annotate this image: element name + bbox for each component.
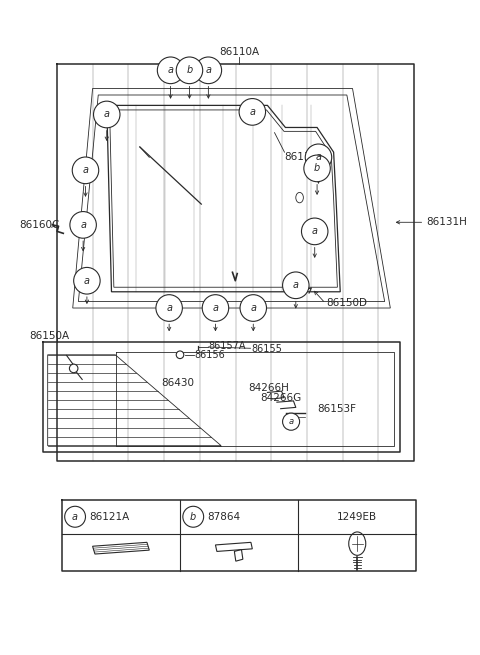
Text: 86150A: 86150A — [29, 331, 69, 341]
Text: 86430: 86430 — [161, 378, 194, 388]
Text: 86150D: 86150D — [326, 299, 368, 309]
Ellipse shape — [72, 157, 99, 183]
Text: 84266G: 84266G — [260, 392, 301, 403]
Text: a: a — [288, 417, 294, 426]
Text: 86131H: 86131H — [426, 217, 467, 227]
Ellipse shape — [176, 351, 184, 358]
Text: a: a — [312, 227, 318, 236]
Text: a: a — [315, 153, 322, 162]
Text: 86115: 86115 — [284, 153, 317, 162]
Ellipse shape — [73, 267, 100, 294]
Text: 86110A: 86110A — [219, 47, 259, 57]
Text: 86155: 86155 — [251, 344, 282, 354]
Text: a: a — [205, 66, 211, 75]
Ellipse shape — [70, 364, 78, 373]
Text: 84266H: 84266H — [249, 383, 289, 393]
Ellipse shape — [70, 212, 96, 238]
Text: a: a — [80, 220, 86, 230]
Text: 87864: 87864 — [207, 512, 240, 522]
Ellipse shape — [195, 57, 222, 84]
Ellipse shape — [65, 506, 85, 527]
Text: 86153F: 86153F — [317, 403, 356, 414]
Text: a: a — [166, 303, 172, 313]
Ellipse shape — [304, 155, 330, 181]
Ellipse shape — [240, 295, 266, 322]
Text: 86156: 86156 — [194, 350, 225, 360]
Text: 86157A: 86157A — [208, 341, 246, 351]
Text: a: a — [72, 512, 78, 522]
Text: b: b — [314, 163, 320, 174]
Ellipse shape — [183, 506, 204, 527]
Text: a: a — [83, 165, 88, 176]
Text: b: b — [186, 66, 192, 75]
Ellipse shape — [94, 101, 120, 128]
Ellipse shape — [283, 413, 300, 430]
Ellipse shape — [305, 144, 332, 171]
Ellipse shape — [156, 295, 182, 322]
Text: a: a — [168, 66, 174, 75]
Text: a: a — [213, 303, 218, 313]
Text: 86160C: 86160C — [19, 220, 60, 230]
Text: b: b — [190, 512, 196, 522]
Text: a: a — [293, 280, 299, 290]
Ellipse shape — [202, 295, 228, 322]
Ellipse shape — [301, 218, 328, 245]
Text: 86121A: 86121A — [89, 512, 130, 522]
Ellipse shape — [176, 57, 203, 84]
Text: a: a — [249, 107, 255, 117]
Ellipse shape — [239, 98, 265, 125]
Text: a: a — [104, 109, 110, 119]
Text: a: a — [250, 303, 256, 313]
Ellipse shape — [157, 57, 184, 84]
Text: a: a — [84, 276, 90, 286]
Text: 1249EB: 1249EB — [337, 512, 377, 522]
Ellipse shape — [283, 272, 309, 299]
